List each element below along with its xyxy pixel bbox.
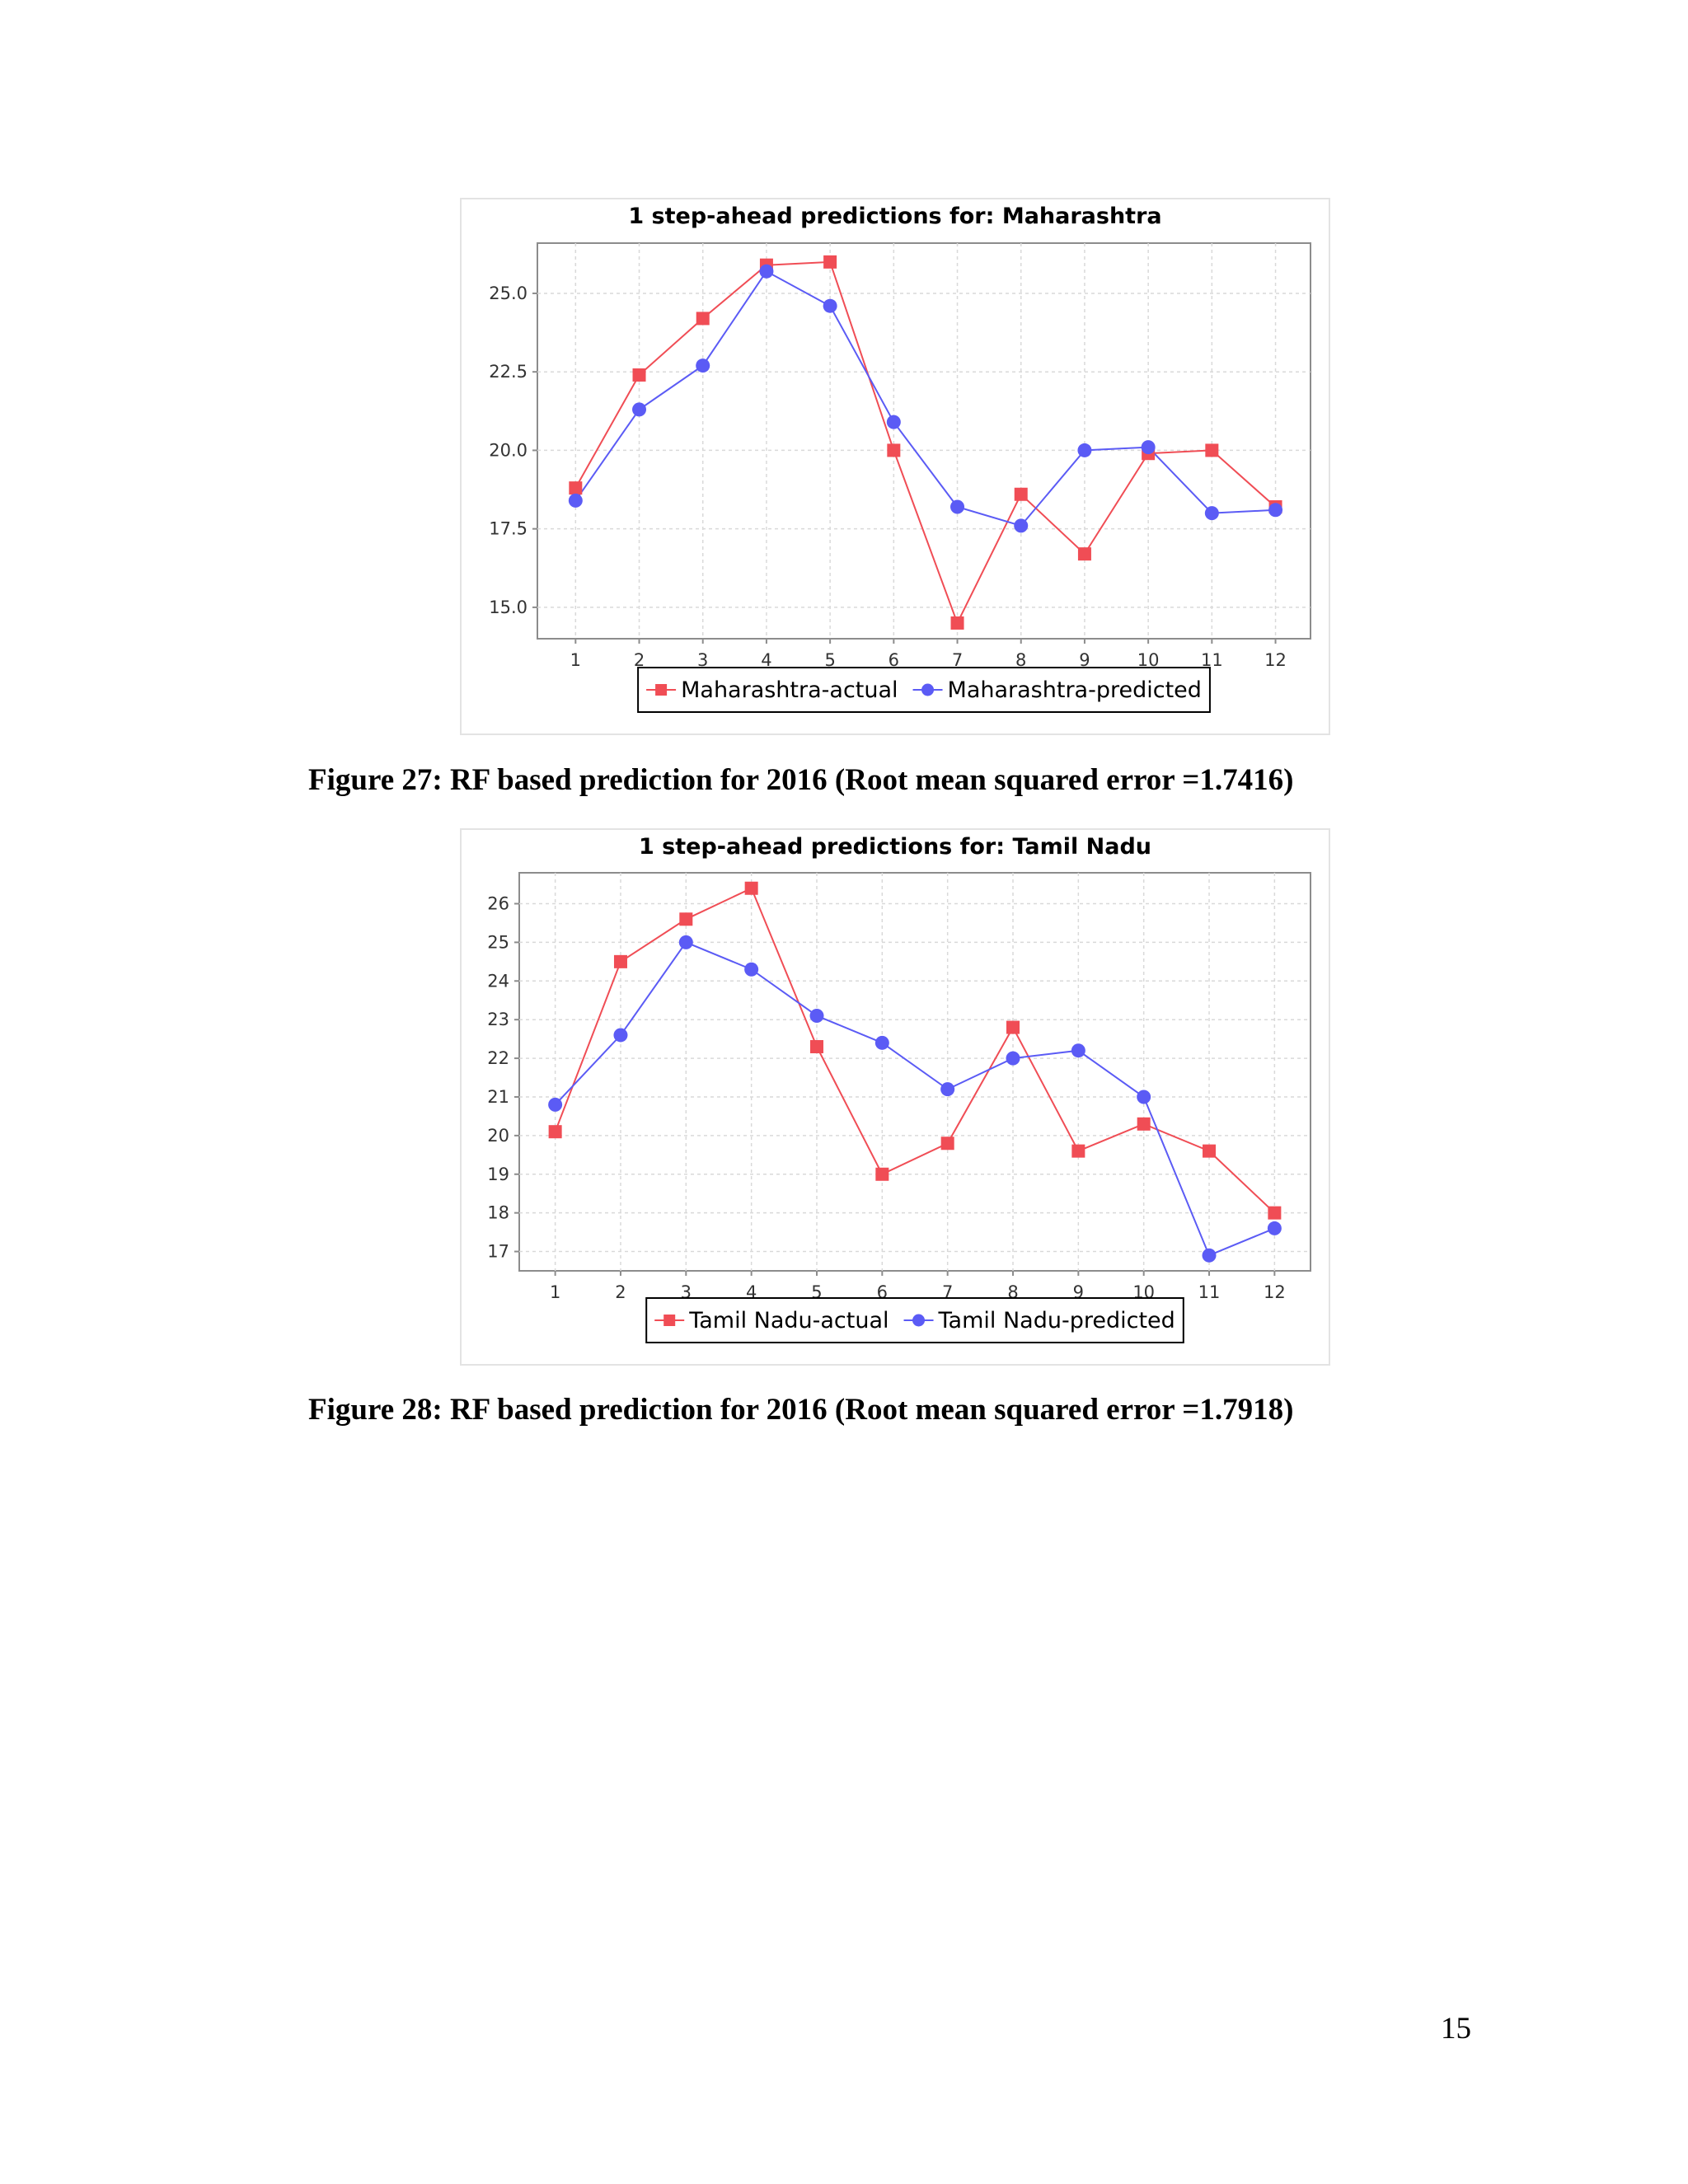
x-tick-label: 1: [570, 650, 581, 670]
figure-27-caption: Figure 27: RF based prediction for 2016 …: [308, 763, 1294, 797]
data-point-actual: [1077, 547, 1091, 561]
x-tick-label: 8: [1015, 650, 1026, 670]
data-point-actual: [632, 368, 646, 382]
y-tick-label: 18: [487, 1203, 509, 1223]
plot-area: [537, 242, 1311, 640]
x-tick-label: 3: [697, 650, 708, 670]
data-point-actual: [548, 1125, 562, 1139]
y-tick-label: 15.0: [489, 598, 528, 617]
data-point-predicted: [1077, 443, 1092, 457]
data-point-predicted: [940, 1082, 955, 1097]
legend-label: Maharashtra-predicted: [948, 677, 1202, 703]
chart-maharashtra-svg: 1 step-ahead predictions for: Maharashtr…: [489, 204, 1311, 713]
chart-maharashtra: 1 step-ahead predictions for: Maharashtr…: [460, 198, 1330, 735]
data-point-actual: [744, 881, 758, 895]
data-point-predicted: [809, 1009, 824, 1024]
series-line: [554, 941, 1275, 1257]
data-point-actual: [1137, 1117, 1151, 1131]
y-tick-label: 23: [487, 1010, 509, 1029]
data-point-predicted: [1141, 440, 1156, 455]
data-point-predicted: [678, 935, 693, 949]
series-line: [574, 260, 1277, 626]
x-tick-label: 2: [615, 1282, 626, 1302]
y-tick-label: 26: [487, 894, 509, 914]
data-point-predicted: [696, 359, 710, 373]
data-point-actual: [887, 443, 901, 457]
legend-swatch-square: [663, 1315, 676, 1326]
data-point-actual: [950, 616, 964, 630]
x-tick-label: 2: [634, 650, 645, 670]
data-point-actual: [1203, 1144, 1217, 1158]
y-tick-label: 17.5: [489, 519, 528, 539]
data-point-predicted: [1071, 1043, 1085, 1058]
x-tick-label: 9: [1079, 650, 1090, 670]
y-tick-label: 20.0: [489, 440, 528, 460]
data-point-predicted: [568, 493, 583, 508]
plot-area: [518, 872, 1311, 1272]
data-point-actual: [875, 1167, 889, 1181]
data-point-actual: [1071, 1144, 1085, 1158]
legend-swatch-circle: [912, 1314, 926, 1327]
chart-title: 1 step-ahead predictions for: Tamil Nadu: [639, 834, 1151, 860]
legend: Maharashtra-actual Maharashtra-predicted: [637, 667, 1211, 713]
data-point-predicted: [613, 1028, 628, 1043]
figure-28-caption: Figure 28: RF based prediction for 2016 …: [308, 1393, 1294, 1427]
x-tick-label: 12: [1264, 1282, 1286, 1302]
y-tick-label: 24: [487, 971, 509, 991]
data-point-predicted: [1137, 1090, 1151, 1104]
data-point-predicted: [950, 499, 965, 514]
data-point-predicted: [1006, 1051, 1020, 1066]
legend-label: Maharashtra-actual: [681, 677, 898, 703]
data-point-actual: [940, 1137, 954, 1151]
data-point-predicted: [759, 264, 774, 279]
y-tick-label: 25: [487, 932, 509, 952]
y-tick-label: 19: [487, 1165, 509, 1184]
data-point-actual: [1268, 1206, 1282, 1220]
x-tick-label: 11: [1198, 1282, 1221, 1302]
data-point-actual: [1014, 487, 1028, 501]
legend: Tamil Nadu-actual Tamil Nadu-predicted: [645, 1297, 1184, 1343]
data-point-actual: [1006, 1020, 1020, 1034]
data-point-predicted: [886, 415, 901, 429]
data-point-predicted: [548, 1097, 563, 1112]
data-point-predicted: [874, 1035, 889, 1050]
legend-swatch-circle: [921, 683, 935, 696]
y-tick-label: 22: [487, 1048, 509, 1068]
page-number: 15: [1441, 2012, 1471, 2046]
data-point-actual: [1205, 443, 1219, 457]
legend-swatch-square: [655, 684, 668, 696]
x-tick-label: 1: [550, 1282, 560, 1302]
data-point-predicted: [823, 298, 837, 313]
x-tick-label: 6: [889, 650, 899, 670]
data-point-predicted: [1202, 1248, 1217, 1263]
data-point-actual: [569, 481, 583, 495]
series-line: [554, 887, 1276, 1214]
data-point-predicted: [744, 962, 759, 977]
y-tick-label: 22.5: [489, 362, 528, 382]
chart-tamil-nadu: 1 step-ahead predictions for: Tamil Nadu…: [460, 828, 1330, 1366]
data-point-predicted: [632, 402, 647, 417]
series-line: [574, 269, 1276, 527]
data-point-predicted: [1204, 506, 1219, 521]
data-point-actual: [696, 312, 710, 326]
data-point-actual: [823, 255, 837, 269]
legend-label: Tamil Nadu-predicted: [938, 1308, 1175, 1333]
data-point-actual: [809, 1040, 823, 1054]
x-tick-label: 4: [761, 650, 771, 670]
data-point-predicted: [1014, 518, 1029, 533]
data-point-actual: [679, 912, 693, 926]
data-point-predicted: [1268, 503, 1283, 518]
data-point-actual: [613, 954, 627, 968]
chart-title: 1 step-ahead predictions for: Maharashtr…: [628, 204, 1161, 229]
chart-tamil-nadu-svg: 1 step-ahead predictions for: Tamil Nadu…: [487, 834, 1311, 1343]
x-tick-label: 7: [952, 650, 963, 670]
y-tick-label: 17: [487, 1242, 509, 1262]
legend-label: Tamil Nadu-actual: [688, 1308, 889, 1333]
data-point-predicted: [1267, 1221, 1282, 1235]
x-tick-label: 12: [1264, 650, 1287, 670]
y-tick-label: 21: [487, 1087, 509, 1107]
y-tick-label: 25.0: [489, 284, 528, 303]
y-tick-label: 20: [487, 1126, 509, 1146]
x-tick-label: 5: [824, 650, 835, 670]
